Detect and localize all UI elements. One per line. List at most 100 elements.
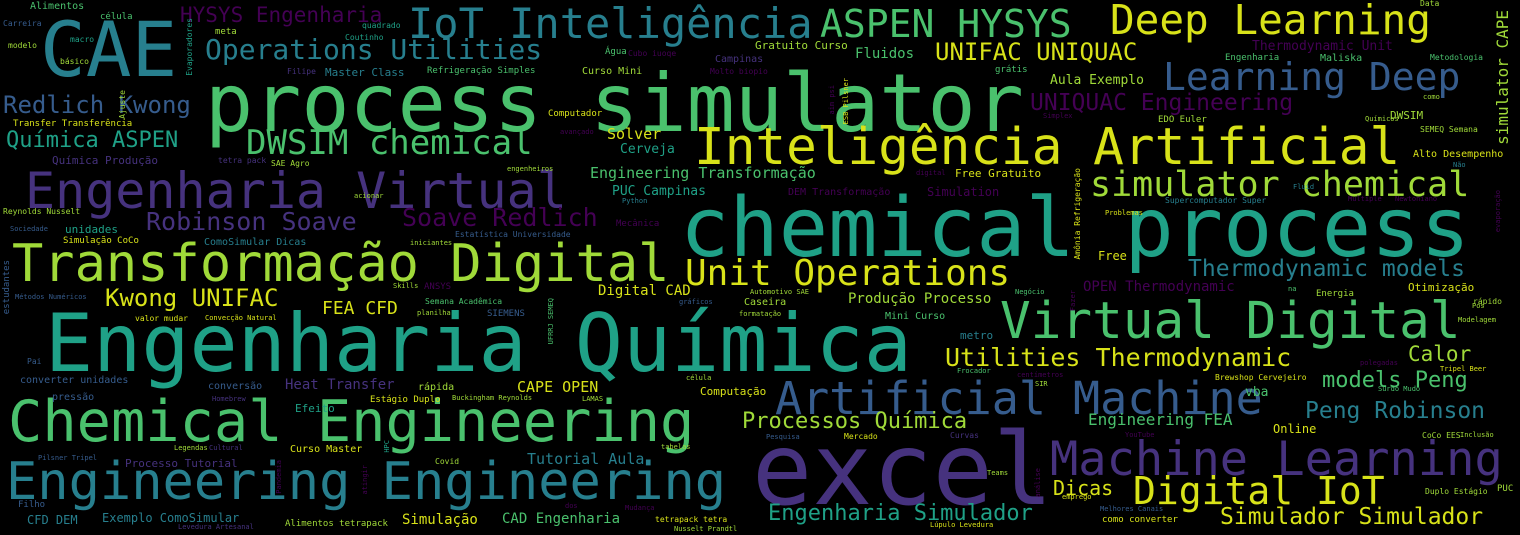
word: tabelas [661, 443, 691, 451]
word: Master Class [325, 66, 405, 79]
word: evaporação [1494, 190, 1502, 233]
word: Mecânica [616, 219, 660, 229]
word: Legendas [174, 444, 208, 452]
word: Brewshop Cervejeiro [1215, 373, 1307, 382]
word: FEA CFD [322, 298, 398, 319]
word: Engineering FEA [1088, 410, 1233, 429]
word: Negócio [1015, 288, 1045, 296]
word: Tutorial Aula [527, 450, 645, 468]
word: Kwong UNIFAC [105, 284, 279, 312]
word: análise [1034, 468, 1042, 498]
word: OPEN Thermodynamic [1083, 279, 1235, 295]
word: models Peng [1322, 368, 1468, 393]
word: Data [1420, 0, 1440, 8]
word: ASPEN HYSYS [820, 2, 1072, 46]
word: Fluidos [855, 46, 915, 62]
word: Soave Redlich [402, 203, 598, 232]
word: Mudança [625, 504, 655, 512]
word: Multiple [1348, 195, 1382, 203]
word: simulator CAPE [1493, 10, 1512, 145]
word: dos [565, 502, 578, 510]
word: Química Produção [52, 154, 158, 167]
word: Peng Robinson [1305, 398, 1486, 424]
word: DEM Transformação [788, 187, 891, 198]
word: Virtual Digital [1000, 292, 1461, 351]
word: Skills [393, 282, 419, 290]
word: Pandemia [275, 460, 283, 494]
word: HYSYS Engenharia [180, 3, 383, 27]
word: Pai [27, 357, 42, 366]
word: Engineering Engineering [6, 452, 727, 512]
word: Metodologia [1430, 53, 1483, 62]
word: tetrapack tetra [655, 515, 728, 524]
word: Transformação Digital [12, 234, 670, 294]
word: Engenharia [1225, 53, 1280, 63]
word: polegadas [1360, 359, 1398, 367]
word: Alimentos tetrapack [285, 519, 388, 529]
word: Learning Deep [1163, 55, 1461, 99]
word: Newtoniano [1395, 195, 1438, 203]
word: conversão [208, 381, 263, 392]
word: Simulação CoCo [63, 236, 139, 246]
word: centímetros [1017, 371, 1064, 379]
word: Filho [18, 500, 46, 510]
word: Mini Curso [885, 311, 946, 322]
word: gráficos [679, 298, 713, 306]
word: Químicos [1365, 115, 1399, 123]
word: Engineering Transformação [590, 164, 816, 182]
word: Engenharia Química [45, 297, 912, 390]
word: quadrado [362, 21, 401, 30]
word: Não [1453, 161, 1466, 169]
word: estudantes [2, 260, 12, 315]
word: Thermodynamic models [1188, 256, 1465, 282]
word: Simplex [1043, 112, 1073, 120]
word: Água [605, 47, 627, 57]
word: Transfer Transferência [13, 119, 133, 129]
word: Estatística Universidade [455, 230, 571, 239]
word: converter unidades [20, 375, 129, 386]
word: Pós [1472, 302, 1485, 310]
word: Tripel Beer [1440, 365, 1487, 373]
word: vba [1245, 385, 1269, 400]
word: CAD Engenharia [502, 511, 621, 527]
word: UNIQUAC Engineering [1030, 90, 1294, 116]
word: Gratuito Curso [755, 39, 848, 52]
word: Cubo iuoqe [628, 49, 677, 58]
word: Coutinho [345, 33, 384, 42]
word: Inteligência Artificial [694, 118, 1401, 177]
word: Thermodynamic Unit [1252, 39, 1393, 54]
word: Digital IoT [1133, 469, 1385, 513]
word: Amônia Refrigeração [1073, 168, 1082, 260]
word: Convecção Natural [205, 314, 277, 322]
word: Energia [1316, 289, 1354, 299]
word: SIR [1035, 380, 1048, 388]
word: Covid [435, 457, 460, 466]
word: DWSIM [1390, 109, 1424, 122]
word: Digital CAD [598, 283, 691, 299]
word: Redlich Kwong [3, 91, 191, 119]
word: célula [686, 374, 712, 382]
word: rápida [418, 382, 455, 393]
word: Inclusão [1460, 431, 1494, 439]
word: Mercado [844, 432, 878, 441]
word: na [1288, 285, 1297, 293]
word: simulator chemical [1090, 165, 1470, 205]
word: Free Gratuito [955, 167, 1042, 180]
word: Reynolds Nusselt [3, 207, 81, 216]
word: Cultural [209, 444, 243, 452]
word: PUC Campinas [612, 184, 706, 199]
word: Alto Desempenho [1413, 149, 1504, 160]
word: como converter [1102, 515, 1178, 525]
word: Deep Learning [1110, 0, 1431, 44]
word: HPC [383, 440, 391, 453]
word: Homebrew [212, 395, 246, 403]
word: Robinson Soave [146, 207, 357, 236]
word: grátis [995, 65, 1028, 75]
word: ANSYS [424, 282, 452, 292]
word: Exemplo ComoSimular [102, 511, 240, 525]
word: Efeito [295, 402, 335, 415]
word: Estágio Duplo [370, 395, 441, 405]
word: IoT Inteligência [408, 0, 813, 48]
word: Computação [700, 385, 767, 398]
word: CAPE OPEN [517, 378, 599, 396]
